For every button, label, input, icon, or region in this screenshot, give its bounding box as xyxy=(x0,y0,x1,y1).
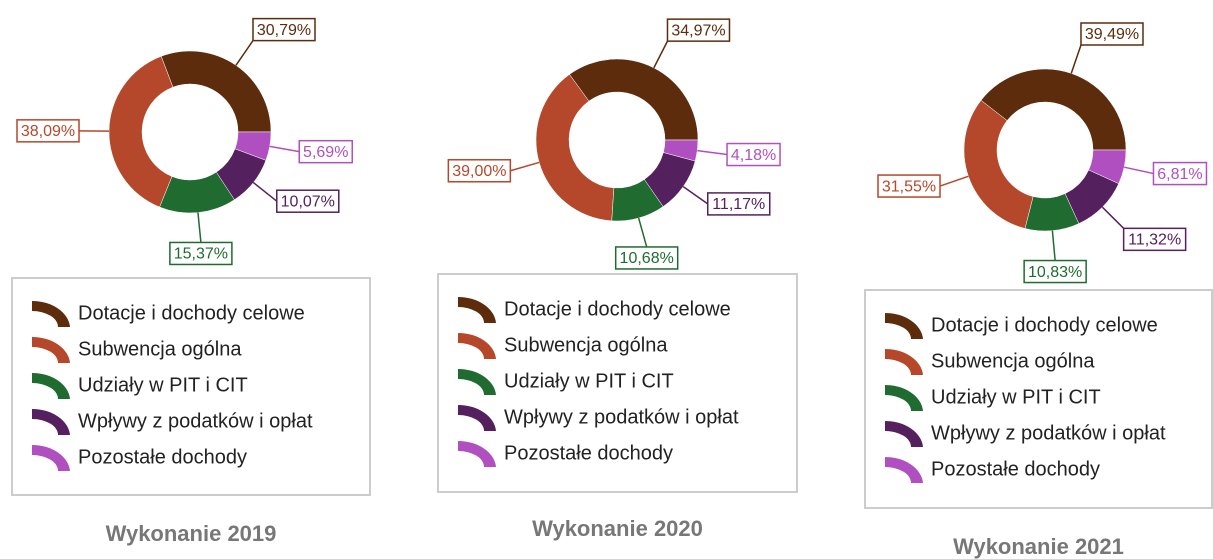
donut-slice xyxy=(963,99,1034,229)
leader-line xyxy=(269,145,300,153)
value-label-box xyxy=(666,18,731,42)
legend-label: Wpływy z podatków i opłat xyxy=(931,422,1166,444)
legend-icon xyxy=(32,408,70,435)
legend xyxy=(11,277,371,496)
legend xyxy=(437,273,798,493)
legend xyxy=(864,289,1213,509)
legend-label: Dotacje i dochody celowe xyxy=(78,302,305,324)
leader-line xyxy=(197,212,202,243)
value-label-box xyxy=(276,189,340,213)
legend-label: Dotacje i dochody celowe xyxy=(931,314,1158,336)
legend-icon xyxy=(458,404,496,431)
legend-label: Subwencja ogólna xyxy=(931,350,1095,372)
value-label-box xyxy=(877,174,941,198)
value-label-box xyxy=(298,139,353,164)
legend-label: Dotacje i dochody celowe xyxy=(504,298,731,320)
value-label: 5,69% xyxy=(303,144,348,161)
leader-line xyxy=(637,217,648,248)
leader-line xyxy=(510,161,540,172)
value-label-box xyxy=(16,119,80,143)
donut-slice xyxy=(160,50,272,133)
leader-line xyxy=(1123,166,1154,175)
value-label: 38,09% xyxy=(21,123,75,140)
donut-slice xyxy=(108,55,174,208)
value-label-box xyxy=(1023,259,1087,284)
leader-line xyxy=(682,186,709,205)
leader-line xyxy=(653,40,669,69)
legend-icon xyxy=(885,348,923,375)
leader-line xyxy=(939,175,969,187)
donut-slice xyxy=(663,139,699,162)
legend-icon xyxy=(458,296,496,323)
leader-line xyxy=(1070,44,1082,74)
chart-title: Wykonanie 2019 xyxy=(106,521,277,546)
leader-line xyxy=(235,40,254,66)
leader-line xyxy=(1101,206,1125,229)
legend-label: Pozostałe dochody xyxy=(504,442,673,464)
value-label: 34,97% xyxy=(671,22,725,39)
legend-icon xyxy=(32,372,70,399)
legend-label: Subwencja ogólna xyxy=(78,338,242,360)
donut-slice xyxy=(535,74,615,222)
legend-label: Udziały w PIT i CIT xyxy=(931,386,1101,408)
legend-icon xyxy=(32,336,70,363)
chart-title: Wykonanie 2020 xyxy=(532,516,703,541)
value-label: 11,32% xyxy=(1128,232,1181,249)
value-label-box xyxy=(1122,227,1187,252)
value-label-box xyxy=(169,241,233,266)
value-label-box xyxy=(726,142,781,167)
legend-label: Udziały w PIT i CIT xyxy=(504,370,674,392)
legend-icon xyxy=(885,312,923,339)
legend-icon xyxy=(885,384,923,411)
value-label-box xyxy=(252,17,316,42)
value-label: 15,37% xyxy=(174,246,228,263)
legend-label: Pozostałe dochody xyxy=(931,458,1100,480)
chart: 34,97% 39,00% 10,68% 11,17% 4,18% Dotacje i d… xyxy=(437,18,798,541)
legend-icon xyxy=(458,440,496,467)
value-label-box xyxy=(707,192,771,216)
chart: 30,79% 38,09% 15,37% 10,07% 5,69% Dotacje i d… xyxy=(11,17,371,546)
donut-slice xyxy=(1088,149,1127,184)
value-label: 39,00% xyxy=(452,163,506,180)
legend-label: Wpływy z podatków i opłat xyxy=(504,406,739,428)
legend-icon xyxy=(32,300,70,327)
value-label: 11,17% xyxy=(712,196,765,213)
value-label: 39,49% xyxy=(1085,26,1139,43)
value-label-box xyxy=(1080,22,1144,46)
value-label: 31,55% xyxy=(882,178,936,195)
chart: 39,49% 31,55% 10,83% 11,32% 6,81% Dotacje i d… xyxy=(864,22,1213,559)
legend-label: Subwencja ogólna xyxy=(504,334,668,356)
legend-label: Pozostałe dochody xyxy=(78,446,247,468)
chart-title: Wykonanie 2021 xyxy=(953,534,1124,559)
donut-slice xyxy=(234,131,272,161)
value-label: 30,79% xyxy=(257,22,311,39)
legend-icon xyxy=(32,444,70,471)
value-label-box xyxy=(614,246,679,270)
legend-icon xyxy=(885,456,923,483)
value-label-box xyxy=(447,159,512,183)
value-label: 6,81% xyxy=(1157,166,1202,183)
value-label-box xyxy=(1152,161,1208,186)
value-label: 10,68% xyxy=(620,250,674,267)
legend-icon xyxy=(458,332,496,359)
legend-label: Udziały w PIT i CIT xyxy=(78,374,248,396)
value-label: 10,07% xyxy=(281,193,335,210)
value-label: 4,18% xyxy=(731,147,776,164)
donut-slice xyxy=(569,58,699,141)
donut-slice xyxy=(980,68,1127,151)
legend-label: Wpływy z podatków i opłat xyxy=(78,410,313,432)
value-label: 10,83% xyxy=(1028,264,1082,281)
leader-line xyxy=(252,181,278,202)
legend-icon xyxy=(458,368,496,395)
leader-line xyxy=(697,149,728,156)
legend-icon xyxy=(885,420,923,447)
leader-line xyxy=(1051,230,1056,261)
